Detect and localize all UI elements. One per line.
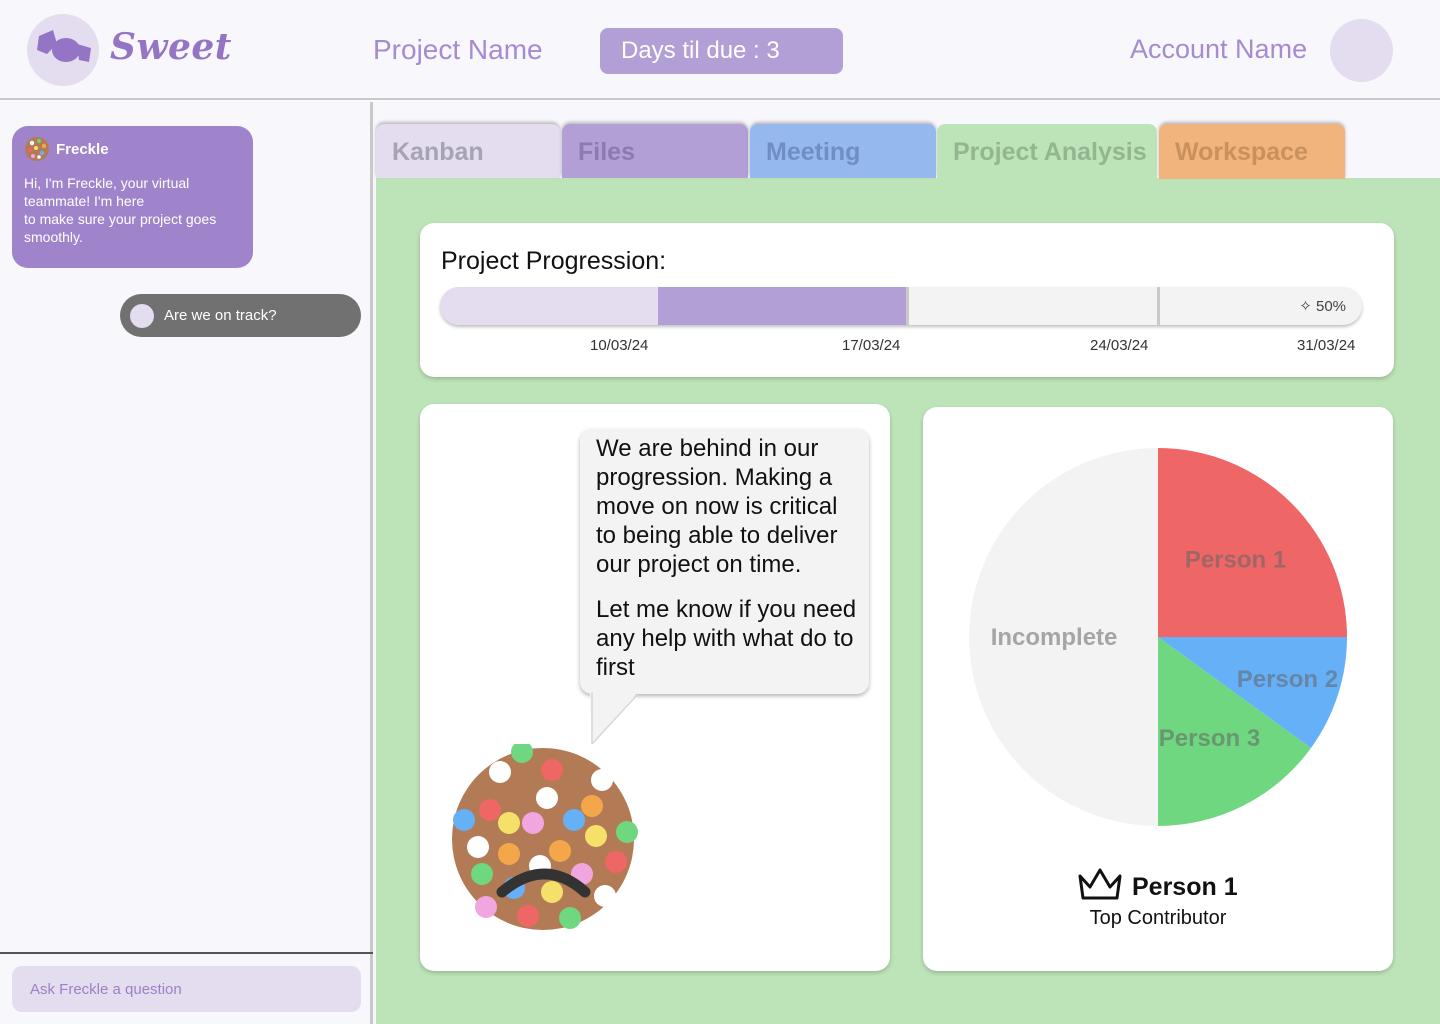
progress-marker bbox=[906, 287, 909, 325]
progress-percent: ✧ 50% bbox=[1299, 298, 1346, 315]
progress-bar: ✧ 50% bbox=[440, 287, 1362, 325]
sad-cookie-icon bbox=[452, 744, 638, 930]
days-due-badge: Days til due : 3 bbox=[600, 28, 843, 74]
progress-fill-segment bbox=[440, 287, 658, 325]
crown-icon bbox=[1078, 868, 1122, 900]
date-label: 10/03/24 bbox=[590, 337, 649, 354]
pie-label: Person 2 bbox=[1237, 666, 1338, 693]
contribution-pie-chart: Person 1 Person 2 Person 3 Incomplete bbox=[969, 448, 1347, 826]
bot-message-line: smoothly. bbox=[24, 229, 83, 245]
progress-marker bbox=[1157, 287, 1160, 325]
contribution-card: Person 1 Person 2 Person 3 Incomplete Perso… bbox=[923, 407, 1393, 971]
pie-slice-person-2[interactable] bbox=[1158, 637, 1347, 749]
date-label: 24/03/24 bbox=[1090, 337, 1149, 354]
account-name[interactable]: Account Name bbox=[1130, 34, 1308, 64]
top-contributor-label: Top Contributor bbox=[1089, 907, 1227, 929]
tab-workspace[interactable]: Workspace bbox=[1159, 124, 1345, 179]
bot-message: Freckle Hi, I'm Freckle, your virtual te… bbox=[12, 126, 253, 268]
date-label: 31/03/24 bbox=[1297, 337, 1356, 354]
tab-kanban[interactable]: Kanban bbox=[376, 124, 560, 178]
pie-label: Incomplete bbox=[991, 624, 1118, 651]
bubble-tail bbox=[590, 692, 639, 745]
bot-message-text: Hi, I'm Freckle, your virtual teammate! … bbox=[24, 174, 241, 246]
pie-slice-person-1[interactable] bbox=[1158, 448, 1347, 637]
pie-slice-incomplete[interactable] bbox=[969, 448, 1158, 826]
pie-label: Person 1 bbox=[1185, 546, 1286, 573]
tab-project-analysis[interactable]: Project Analysis bbox=[937, 124, 1157, 178]
pie-label: Person 3 bbox=[1159, 725, 1260, 752]
progress-card: Project Progression: ✧ 50% 10/03/24 17/0… bbox=[420, 223, 1394, 377]
tab-files[interactable]: Files bbox=[562, 124, 748, 178]
bot-message-line: Hi, I'm Freckle, your virtual bbox=[24, 175, 190, 191]
bot-name: Freckle bbox=[56, 140, 109, 158]
freckle-card: We are behind in our progression. Making… bbox=[420, 404, 890, 971]
avatar[interactable] bbox=[1330, 19, 1393, 82]
bubble-paragraph: We are behind in our progression. Making… bbox=[596, 435, 838, 578]
date-label: 17/03/24 bbox=[842, 337, 901, 354]
bot-message-line: to make sure your project goes bbox=[24, 211, 217, 227]
project-name[interactable]: Project Name bbox=[373, 34, 543, 65]
logo[interactable] bbox=[27, 14, 99, 86]
user-avatar bbox=[130, 304, 154, 328]
top-contributor-name: Person 1 bbox=[1132, 873, 1238, 901]
logo-text: Sweet bbox=[110, 26, 232, 68]
progress-fill-segment bbox=[658, 287, 908, 325]
candy-icon bbox=[37, 30, 91, 62]
bubble-paragraph: Let me know if you need any help with wh… bbox=[596, 596, 857, 681]
ask-freckle-input[interactable] bbox=[12, 966, 361, 1012]
tab-meeting[interactable]: Meeting bbox=[750, 124, 936, 178]
speech-bubble: We are behind in our progression. Making… bbox=[580, 429, 869, 694]
user-message: Are we on track? bbox=[120, 294, 361, 337]
chat-sidebar: Freckle Hi, I'm Freckle, your virtual te… bbox=[0, 102, 373, 1024]
app-header: Sweet Project Name Days til due : 3 Acco… bbox=[0, 0, 1440, 100]
freckle-avatar-icon bbox=[25, 137, 49, 161]
progress-title: Project Progression: bbox=[441, 247, 667, 275]
user-message-text: Are we on track? bbox=[164, 307, 277, 324]
sidebar-divider bbox=[0, 952, 373, 954]
bot-message-line: teammate! I'm here bbox=[24, 193, 145, 209]
pie-slice-person-3[interactable] bbox=[1158, 637, 1311, 826]
